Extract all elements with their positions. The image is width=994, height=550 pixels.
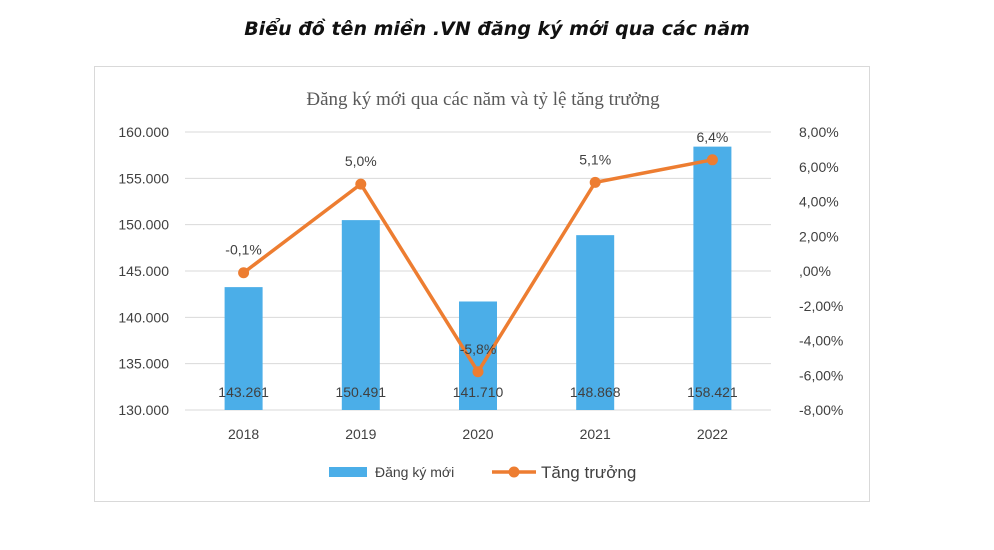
x-tick-label: 2022	[697, 426, 728, 442]
data-labels: 143.261 150.491 141.710 148.868 158.421 -0,1%…	[218, 129, 738, 400]
y-left-tick-label: 150.000	[118, 217, 169, 233]
y-left-tick-label: 140.000	[118, 309, 169, 325]
y-right-tick-label: -4,00%	[799, 333, 843, 349]
growth-marker	[706, 154, 718, 166]
growth-marker	[355, 178, 367, 190]
page-heading: Biểu đồ tên miền .VN đăng ký mới qua các…	[244, 18, 750, 40]
bar-series	[224, 146, 732, 410]
bar-value-label: 150.491	[335, 384, 386, 400]
legend-label-bar: Đăng ký mới	[375, 464, 454, 480]
y-left-tick-label: 135.000	[118, 356, 169, 372]
bar	[693, 146, 732, 410]
legend-label-line: Tăng trưởng	[541, 463, 636, 482]
y-right-tick-label: ,00%	[799, 263, 831, 279]
growth-marker	[472, 366, 484, 378]
line-series	[238, 154, 718, 378]
growth-marker	[238, 267, 250, 279]
bar	[224, 287, 263, 410]
bar-value-label: 141.710	[453, 384, 504, 400]
chart-container: Đăng ký mới qua các năm và tỷ lệ tăng tr…	[94, 66, 870, 502]
y-left-tick-label: 155.000	[118, 170, 169, 186]
combo-chart: Đăng ký mới qua các năm và tỷ lệ tăng tr…	[118, 89, 843, 482]
y-left-tick-label: 160.000	[118, 124, 169, 140]
chart-title: Đăng ký mới qua các năm và tỷ lệ tăng tr…	[306, 89, 660, 110]
legend-swatch-marker	[508, 466, 520, 478]
growth-value-label: -0,1%	[225, 242, 262, 258]
y-right-tick-label: -6,00%	[799, 367, 843, 383]
growth-value-label: 5,1%	[579, 151, 611, 167]
y-right-tick-label: 8,00%	[799, 124, 839, 140]
legend: Đăng ký mới Tăng trưởng	[329, 463, 636, 482]
growth-marker	[589, 176, 601, 188]
growth-value-label: -5,8%	[460, 341, 497, 357]
y-right-tick-label: 6,00%	[799, 159, 839, 175]
x-tick-label: 2020	[462, 426, 493, 442]
bar	[341, 220, 380, 410]
y-right-tick-label: 2,00%	[799, 228, 839, 244]
bar	[576, 235, 615, 410]
growth-value-label: 5,0%	[345, 153, 377, 169]
legend-swatch-bar	[329, 467, 367, 477]
y-right-tick-label: -2,00%	[799, 298, 843, 314]
y-left-tick-label: 145.000	[118, 263, 169, 279]
x-tick-label: 2021	[580, 426, 611, 442]
bar-value-label: 158.421	[687, 384, 738, 400]
y-right-tick-label: 4,00%	[799, 194, 839, 210]
x-tick-label: 2018	[228, 426, 259, 442]
axis-ticks: 130.000 135.000 140.000 145.000 150.000 155.0…	[118, 124, 843, 442]
y-right-tick-label: -8,00%	[799, 402, 843, 418]
bar-value-label: 148.868	[570, 384, 621, 400]
y-left-tick-label: 130.000	[118, 402, 169, 418]
x-tick-label: 2019	[345, 426, 376, 442]
bar	[459, 301, 497, 410]
growth-value-label: 6,4%	[696, 129, 728, 145]
bar-value-label: 143.261	[218, 384, 269, 400]
